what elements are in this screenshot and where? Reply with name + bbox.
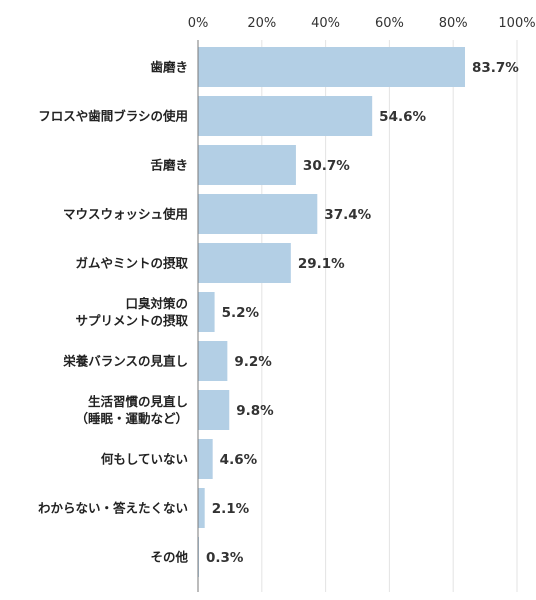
- bar: [198, 96, 373, 136]
- bar: [198, 47, 466, 87]
- tick-layer: 0% 20% 40% 60% 80% 100%: [188, 16, 536, 31]
- category-label: 栄養バランスの見直し: [62, 354, 188, 369]
- bar: [198, 194, 318, 234]
- data-label: 83.7%: [472, 60, 519, 76]
- bar: [198, 243, 291, 283]
- category-label: フロスや歯間ブラシの使用: [38, 109, 188, 124]
- data-label: 9.8%: [236, 403, 274, 419]
- category-label: わからない・答えたくない: [38, 501, 188, 516]
- x-tick-label: 100%: [498, 16, 535, 31]
- category-label: 何もしていない: [101, 452, 188, 467]
- bar: [198, 488, 205, 528]
- bar: [198, 439, 213, 479]
- data-label: 54.6%: [379, 109, 426, 125]
- data-label: 30.7%: [303, 158, 350, 174]
- x-tick-label: 60%: [375, 16, 404, 31]
- category-label: 歯磨き: [150, 60, 188, 75]
- category-label: （睡眠・運動など）: [75, 411, 188, 426]
- category-label: その他: [150, 550, 188, 565]
- data-label: 2.1%: [212, 501, 250, 517]
- category-label: 生活習慣の見直し: [88, 394, 188, 409]
- data-label: 0.3%: [206, 550, 244, 566]
- category-label: 口臭対策の: [125, 296, 188, 311]
- data-label: 9.2%: [234, 354, 272, 370]
- bar-layer: [198, 47, 466, 577]
- data-label: 29.1%: [298, 256, 345, 272]
- category-label: マウスウォッシュ使用: [63, 207, 188, 222]
- data-label: 5.2%: [222, 305, 260, 321]
- x-tick-label: 40%: [311, 16, 340, 31]
- x-tick-label: 0%: [188, 16, 209, 31]
- data-label: 4.6%: [220, 452, 258, 468]
- bar: [198, 341, 228, 381]
- x-tick-label: 80%: [439, 16, 468, 31]
- x-tick-label: 20%: [247, 16, 276, 31]
- bar: [198, 292, 215, 332]
- category-label: サプリメントの摂取: [75, 313, 188, 328]
- value-layer: 83.7% 54.6% 30.7% 37.4% 29.1% 5.2% 9.2% 9.8% 4.6…: [206, 60, 519, 566]
- category-label: ガムやミントの摂取: [75, 256, 188, 271]
- category-label: 舌磨き: [150, 158, 188, 173]
- bar: [198, 390, 230, 430]
- label-layer: 歯磨きフロスや歯間ブラシの使用舌磨きマウスウォッシュ使用ガムやミントの摂取口臭対…: [38, 60, 189, 565]
- data-label: 37.4%: [324, 207, 371, 223]
- bar: [198, 145, 296, 185]
